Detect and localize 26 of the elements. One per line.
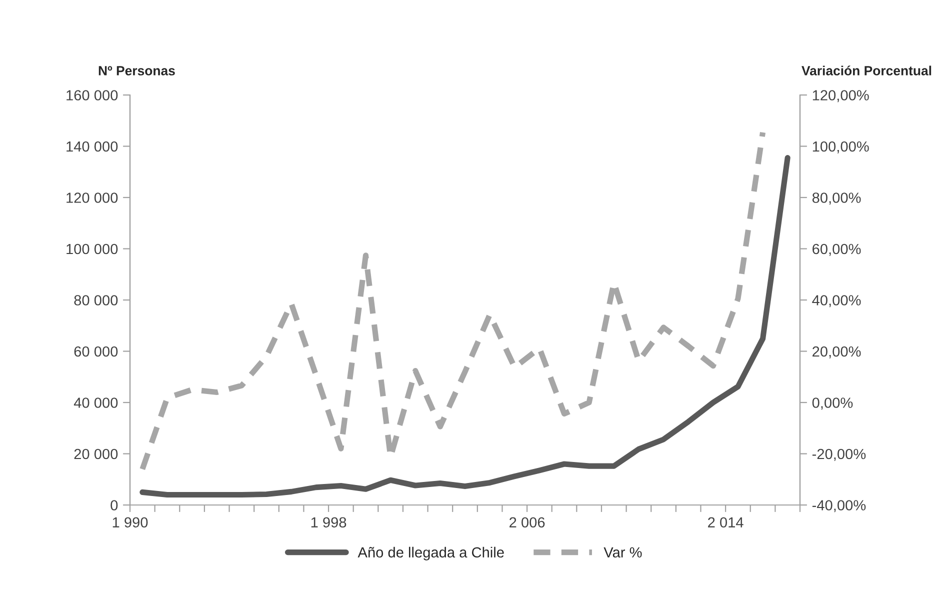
y-tick-label: 100 000 <box>66 244 118 254</box>
y-tick-label: 140 000 <box>66 141 118 152</box>
y2-tick-label: 60,00% <box>812 244 861 256</box>
y-tick-label: 160 000 <box>66 90 118 100</box>
x-tick-label: 1 990 <box>112 517 148 528</box>
legend-label: Var % <box>604 547 642 558</box>
y-tick-label: 60 000 <box>74 346 118 357</box>
y2-tick-label: -40,00% <box>812 500 866 512</box>
y2-tick-label: 40,00% <box>812 295 861 308</box>
y2-axis-title: Variación Porcentual <box>802 66 932 76</box>
y-tick-label: 80 000 <box>74 295 118 306</box>
y-tick-label: 120 000 <box>66 192 118 203</box>
x-tick-label: 2 014 <box>708 517 744 528</box>
x-tick-label: 1 998 <box>311 517 346 528</box>
y-tick-label: 0 <box>110 500 118 510</box>
y2-tick-label: 20,00% <box>812 346 861 358</box>
y-tick-label: 40 000 <box>74 398 118 408</box>
x-tick-label: 2 006 <box>510 517 545 528</box>
y2-tick-label: 120,00% <box>812 90 869 102</box>
y-axis-title: Nº Personas <box>98 66 175 76</box>
y2-tick-label: 80,00% <box>812 192 861 205</box>
y2-tick-label: 0,00% <box>812 398 853 410</box>
y2-tick-label: 100,00% <box>812 141 869 154</box>
legend-label: Año de llegada a Chile <box>358 546 504 560</box>
y-tick-label: 20 000 <box>74 448 118 460</box>
y2-tick-label: -20,00% <box>812 448 866 461</box>
